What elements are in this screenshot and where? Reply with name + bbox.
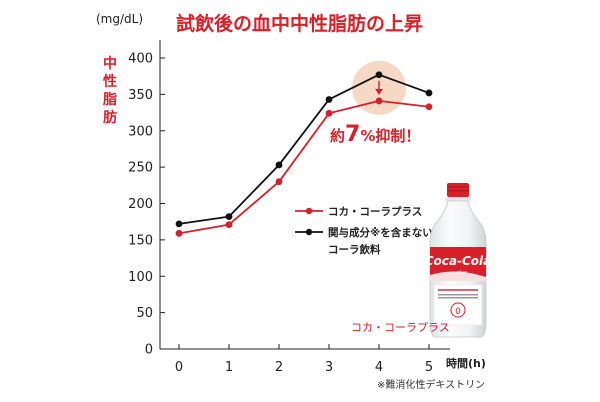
y-tick-label: 0	[145, 343, 153, 358]
y-tick-label: 350	[128, 88, 153, 103]
y-axis-label-char: 性	[103, 73, 117, 90]
data-point-coca-cola-plus	[225, 221, 233, 228]
legend-label-control-cola: コーラ飲料	[328, 243, 381, 256]
svg-text:plus: plus	[457, 270, 468, 276]
data-point-control-cola	[425, 89, 433, 97]
data-point-control-cola	[325, 96, 333, 103]
coca-cola-plus-bottle-icon: Coca‑Cola plus 0	[425, 183, 492, 338]
y-tick-label: 150	[128, 233, 153, 248]
series-line-coca-cola-plus	[178, 100, 430, 235]
x-axis-label: 時間(h)	[446, 356, 486, 370]
legend-marker-control-cola	[305, 228, 313, 236]
legend-label-control-cola: 関与成分※を含まない	[328, 226, 433, 239]
x-tick-label: 4	[375, 360, 383, 375]
y-axis-label: 中性脂肪	[102, 55, 117, 126]
data-point-control-cola	[175, 220, 183, 228]
data-point-control-cola	[375, 71, 383, 79]
data-point-control-cola	[275, 161, 283, 169]
y-axis-label-char: 中	[103, 55, 117, 72]
y-axis-label-char: 肪	[103, 109, 117, 126]
data-point-coca-cola-plus	[325, 109, 333, 117]
y-tick-label: 250	[128, 161, 153, 176]
y-tick-label: 50	[136, 306, 153, 321]
chart-title: 試飲後の血中中性脂肪の上昇	[176, 12, 423, 35]
data-point-coca-cola-plus	[425, 103, 433, 111]
arrow-head	[375, 88, 383, 95]
y-tick-label: 200	[128, 197, 153, 212]
x-tick-label: 0	[175, 360, 183, 375]
x-tick-label: 1	[225, 360, 233, 375]
legend-marker-coca-cola-plus	[305, 207, 313, 215]
series-line-control-cola	[178, 73, 430, 225]
annotation-text: 約7%抑制！	[330, 122, 420, 147]
svg-text:0: 0	[455, 307, 461, 317]
x-tick-label: 2	[275, 360, 283, 375]
y-axis-unit: (mg/dL)	[96, 12, 143, 26]
x-tick-label: 5	[425, 360, 433, 375]
y-tick-label: 100	[128, 270, 153, 285]
data-point-coca-cola-plus	[275, 178, 283, 186]
y-tick-label: 300	[128, 124, 153, 139]
legend-label-coca-cola-plus: コカ・コーラプラス	[328, 205, 422, 218]
x-tick-label: 3	[325, 360, 333, 375]
y-tick-label: 400	[128, 52, 153, 67]
svg-text:Coca‑Cola: Coca‑Cola	[425, 254, 492, 268]
product-label: コカ・コーラプラス	[351, 321, 450, 334]
y-axis-label-char: 脂	[102, 91, 117, 108]
data-point-coca-cola-plus	[175, 229, 183, 237]
data-point-coca-cola-plus	[375, 97, 383, 105]
annotation-arrow	[375, 80, 383, 95]
data-point-control-cola	[225, 213, 233, 220]
footnote: ※難消化性デキストリン	[377, 378, 485, 391]
annotation-label: 約7%抑制！	[330, 122, 420, 147]
